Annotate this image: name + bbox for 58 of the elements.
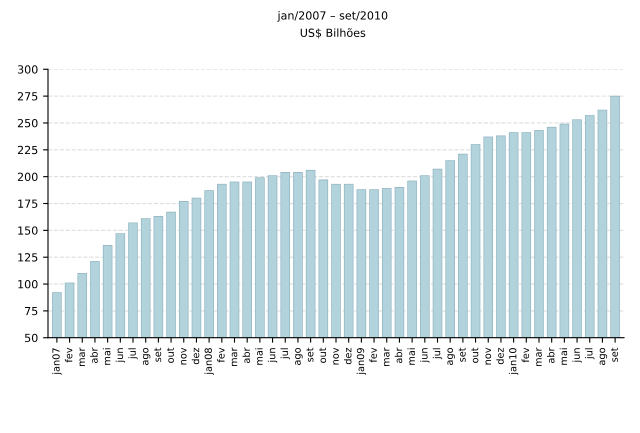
y-tick-label: 150 [18, 226, 38, 235]
x-tick-label: fev [522, 348, 530, 362]
x-tick-label: jul [432, 348, 442, 360]
x-tick-label: mai [102, 348, 110, 365]
x-tick-label: mai [255, 348, 263, 365]
x-tick-label: dez [192, 348, 200, 364]
x-tick-label: abr [546, 347, 555, 364]
x-tick-label: jun [420, 348, 430, 363]
x-tick-label: jan08 [204, 348, 214, 375]
x-tick-label: ago [600, 348, 608, 365]
y-tick-label: 175 [18, 200, 38, 208]
x-tick-label: jun [572, 348, 582, 363]
x-tick-label: dez [496, 348, 504, 364]
x-tick-label: ago [295, 348, 303, 365]
x-tick-label: out [166, 348, 174, 363]
y-tick-label: 300 [18, 65, 38, 74]
x-tick-label: jan09 [356, 348, 366, 375]
x-tick-label: jul [280, 348, 290, 360]
x-tick-label: jun [116, 348, 126, 363]
x-tick-label: jan10 [508, 348, 518, 375]
x-tick-label: mai [407, 348, 415, 365]
x-tick-label: out [471, 348, 478, 363]
x-tick-label: ago [142, 348, 150, 365]
y-tick-label: 200 [18, 172, 38, 182]
x-tick-label: mar [232, 347, 238, 366]
x-tick-label: mar [384, 347, 390, 366]
x-tick-label: fev [369, 348, 377, 362]
x-tick-label: abr [90, 347, 98, 364]
y-tick-label: 50 [24, 334, 38, 342]
y-tick-label: 275 [18, 92, 38, 101]
x-tick-label: set [610, 348, 618, 362]
chart-title: jan/2007 – set/2010 [277, 11, 388, 22]
x-tick-label: nov [485, 348, 492, 364]
x-tick-label: mar [79, 347, 86, 366]
x-tick-label: dez [344, 348, 352, 364]
y-tick-label: 125 [18, 253, 38, 262]
x-tick-label: nov [180, 348, 187, 364]
x-tick-label: abr [394, 347, 402, 364]
x-tick-label: set [154, 348, 162, 362]
x-tick-label: mai [560, 348, 568, 365]
x-tick-label: nov [333, 348, 339, 364]
x-tick-label: fev [217, 348, 225, 362]
x-tick-label: jul [128, 348, 138, 360]
y-tick-label: 75 [25, 307, 38, 316]
y-tick-label: 100 [18, 280, 38, 288]
x-tick-label: jun [268, 348, 278, 363]
x-tick-label: ago [447, 348, 455, 365]
x-tick-label: out [319, 348, 326, 363]
x-tick-label: jul [585, 348, 594, 360]
x-tick-label: fev [64, 348, 72, 362]
y-tick-label: 250 [18, 118, 38, 128]
x-tick-label: jan07 [52, 348, 62, 375]
x-tick-label: mar [536, 347, 542, 366]
x-tick-label: set [458, 348, 466, 362]
y-tick-label: 225 [18, 146, 38, 154]
x-tick-label: abr [242, 347, 250, 364]
chart-subtitle: US$ Bilhões [300, 28, 366, 38]
x-tick-label: set [306, 348, 314, 362]
